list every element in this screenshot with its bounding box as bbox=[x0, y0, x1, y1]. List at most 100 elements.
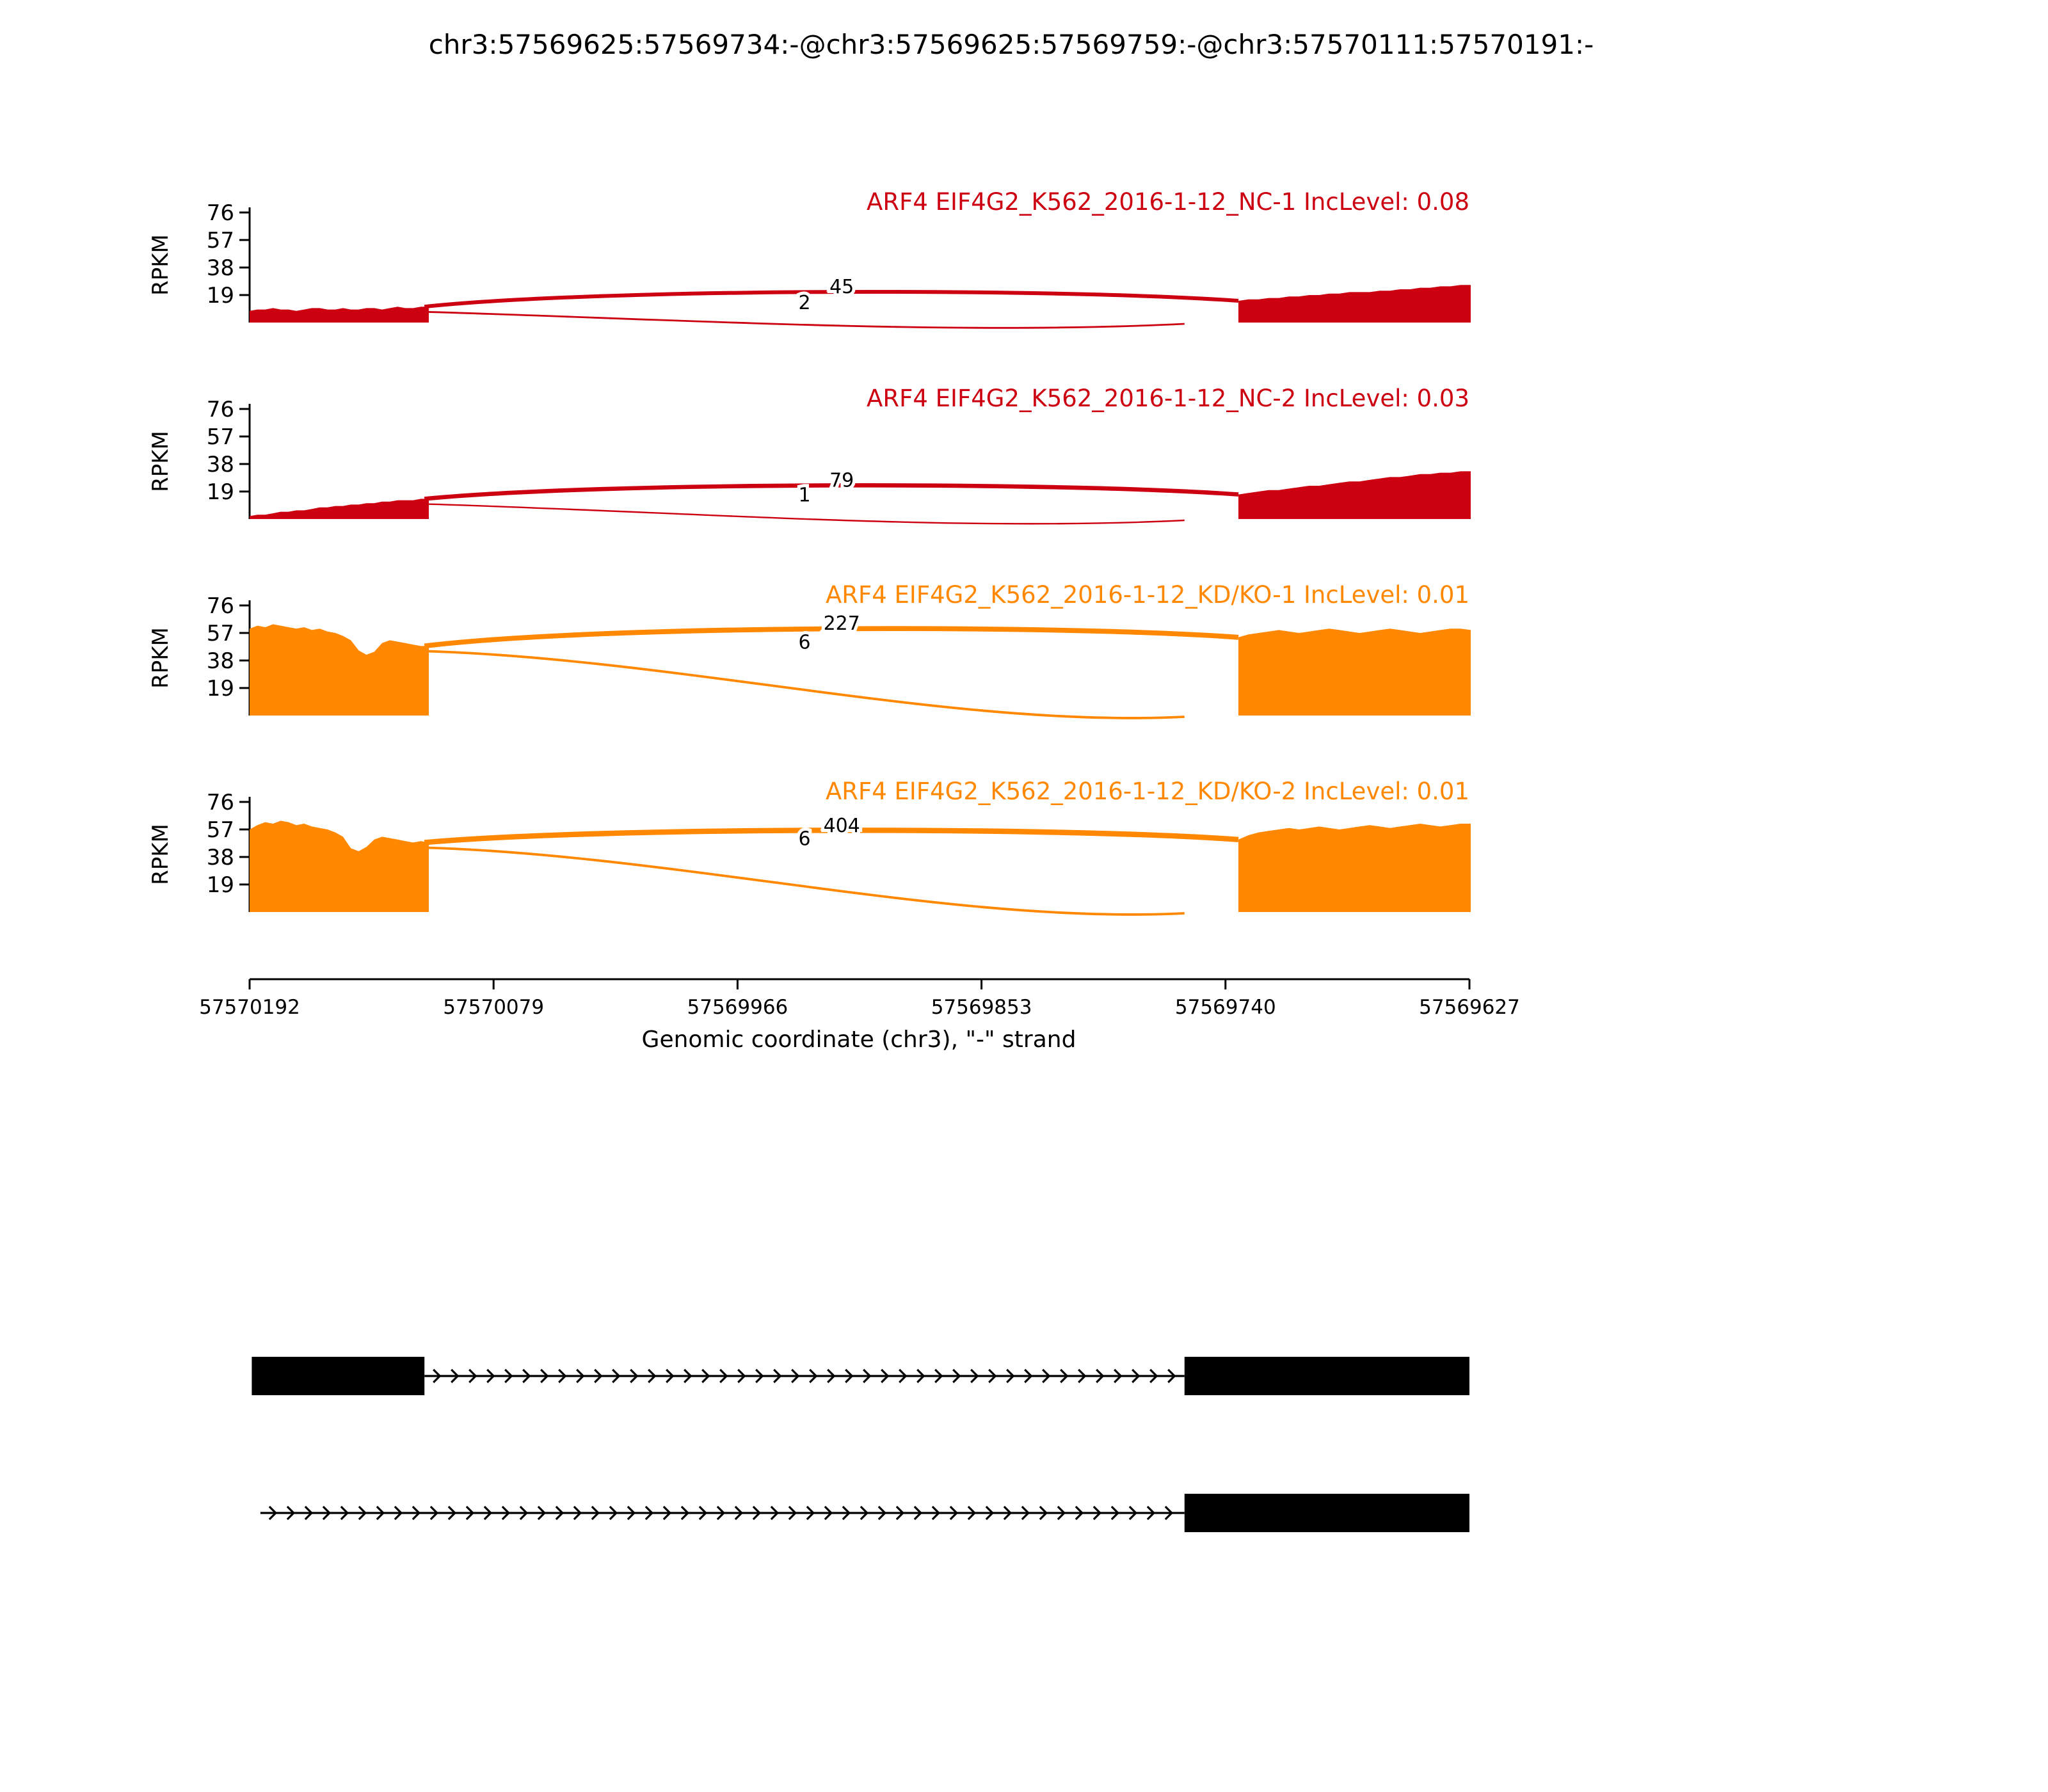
junction-count-skipping: 45 bbox=[829, 276, 854, 298]
track-label: ARF4 EIF4G2_K562_2016-1-12_NC-1 IncLevel… bbox=[867, 188, 1469, 216]
coverage-right-exon bbox=[1238, 824, 1471, 912]
strand-arrow-icon bbox=[1078, 1368, 1087, 1384]
strand-arrow-icon bbox=[412, 1505, 421, 1521]
strand-arrow-icon bbox=[952, 1368, 961, 1384]
junction-arc-skipping bbox=[424, 289, 1239, 309]
y-tick-label: 57 bbox=[207, 817, 234, 843]
strand-arrow-icon bbox=[666, 1368, 675, 1384]
junction-count-inclusion: 6 bbox=[798, 631, 810, 653]
strand-arrow-icon bbox=[788, 1505, 797, 1521]
y-axis-title: RPKM bbox=[148, 627, 173, 689]
strand-arrow-icon bbox=[916, 1368, 925, 1384]
strand-arrow-icon bbox=[1092, 1505, 1102, 1521]
strand-arrow-icon bbox=[934, 1368, 943, 1384]
strand-arrow-icon bbox=[286, 1505, 296, 1521]
strand-arrow-icon bbox=[1146, 1505, 1156, 1521]
junction-count-skipping: 79 bbox=[829, 470, 854, 492]
strand-arrow-icon bbox=[791, 1368, 800, 1384]
strand-arrow-icon bbox=[1096, 1368, 1105, 1384]
strand-arrow-icon bbox=[576, 1368, 585, 1384]
coverage-left-exon bbox=[250, 820, 429, 912]
strand-arrow-icon bbox=[842, 1505, 851, 1521]
coverage-left-exon bbox=[250, 307, 429, 323]
strand-arrow-icon bbox=[1021, 1505, 1030, 1521]
strand-arrow-icon bbox=[1039, 1505, 1048, 1521]
strand-arrow-icon bbox=[644, 1505, 654, 1521]
isoform-2 bbox=[260, 1494, 1469, 1532]
strand-arrow-icon bbox=[719, 1368, 728, 1384]
strand-arrow-icon bbox=[1042, 1368, 1051, 1384]
strand-arrow-icon bbox=[1110, 1505, 1120, 1521]
x-tick-label: 57570192 bbox=[199, 996, 300, 1019]
strand-arrow-icon bbox=[752, 1505, 762, 1521]
strand-arrow-icon bbox=[1149, 1368, 1158, 1384]
y-tick-label: 76 bbox=[207, 397, 234, 422]
x-tick-label: 57569740 bbox=[1175, 996, 1276, 1019]
y-tick-label: 76 bbox=[207, 200, 234, 226]
coverage-right-exon bbox=[1238, 471, 1471, 519]
strand-arrow-icon bbox=[358, 1505, 367, 1521]
y-tick-label: 57 bbox=[207, 621, 234, 646]
strand-arrow-icon bbox=[899, 1368, 908, 1384]
y-tick-label: 19 bbox=[207, 283, 234, 308]
strand-arrow-icon bbox=[612, 1368, 621, 1384]
track-label: ARF4 EIF4G2_K562_2016-1-12_KD/KO-1 IncLe… bbox=[826, 581, 1469, 609]
strand-arrow-icon bbox=[1057, 1505, 1066, 1521]
strand-arrow-icon bbox=[1164, 1505, 1174, 1521]
plot-title: chr3:57569625:57569734:-@chr3:57569625:5… bbox=[429, 29, 1594, 60]
strand-arrow-icon bbox=[537, 1505, 547, 1521]
y-tick-label: 38 bbox=[207, 648, 234, 674]
strand-arrow-icon bbox=[806, 1505, 815, 1521]
strand-arrow-icon bbox=[555, 1505, 564, 1521]
junction-count-inclusion: 6 bbox=[798, 828, 810, 850]
coverage-left-exon bbox=[250, 499, 429, 519]
y-tick-label: 19 bbox=[207, 676, 234, 701]
strand-arrow-icon bbox=[504, 1368, 513, 1384]
coverage-right-exon bbox=[1238, 285, 1471, 323]
strand-arrow-icon bbox=[468, 1368, 477, 1384]
strand-arrow-icon bbox=[1167, 1368, 1176, 1384]
strand-arrow-icon bbox=[340, 1505, 349, 1521]
strand-arrow-icon bbox=[304, 1505, 314, 1521]
y-tick-label: 38 bbox=[207, 452, 234, 477]
x-tick-label: 57569966 bbox=[687, 996, 788, 1019]
strand-arrow-icon bbox=[1060, 1368, 1069, 1384]
junction-count-skipping: 227 bbox=[824, 612, 860, 635]
strand-arrow-icon bbox=[483, 1505, 493, 1521]
strand-arrow-icon bbox=[967, 1505, 977, 1521]
x-tick-label: 57569853 bbox=[931, 996, 1032, 1019]
strand-arrow-icon bbox=[648, 1368, 657, 1384]
x-tick-label: 57569627 bbox=[1419, 996, 1520, 1019]
y-axis-title: RPKM bbox=[148, 824, 173, 885]
strand-arrow-icon bbox=[429, 1505, 439, 1521]
strand-arrow-icon bbox=[1003, 1505, 1012, 1521]
strand-arrow-icon bbox=[501, 1505, 511, 1521]
junction-arc-skipping bbox=[424, 626, 1239, 649]
strand-arrow-icon bbox=[558, 1368, 567, 1384]
strand-arrow-icon bbox=[809, 1368, 818, 1384]
strand-arrow-icon bbox=[931, 1505, 941, 1521]
coverage-right-exon bbox=[1238, 628, 1471, 716]
strand-arrow-icon bbox=[913, 1505, 923, 1521]
coverage-left-exon bbox=[250, 624, 429, 716]
strand-arrow-icon bbox=[863, 1368, 872, 1384]
junction-count-inclusion: 2 bbox=[798, 292, 810, 314]
junction-arc-inclusion bbox=[424, 310, 1185, 329]
isoforms-layer bbox=[252, 1357, 1469, 1532]
strand-arrow-icon bbox=[988, 1368, 997, 1384]
strand-arrow-icon bbox=[1075, 1505, 1084, 1521]
junction-count-inclusion: 1 bbox=[798, 484, 810, 506]
strand-arrow-icon bbox=[486, 1368, 495, 1384]
junction-arc-inclusion bbox=[424, 503, 1185, 525]
strand-arrow-icon bbox=[716, 1505, 726, 1521]
strand-arrow-icon bbox=[1132, 1368, 1140, 1384]
junction-arc-skipping bbox=[424, 828, 1239, 845]
strand-arrow-icon bbox=[755, 1368, 764, 1384]
strand-arrow-icon bbox=[627, 1505, 636, 1521]
strand-arrow-icon bbox=[451, 1368, 460, 1384]
y-tick-label: 57 bbox=[207, 424, 234, 450]
